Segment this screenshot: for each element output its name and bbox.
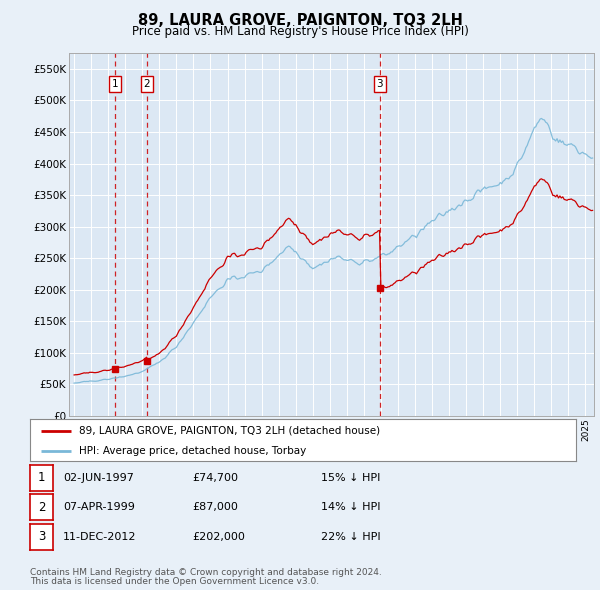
Text: 89, LAURA GROVE, PAIGNTON, TQ3 2LH: 89, LAURA GROVE, PAIGNTON, TQ3 2LH [137, 13, 463, 28]
Text: 2: 2 [143, 79, 150, 89]
Text: £202,000: £202,000 [192, 532, 245, 542]
Text: Contains HM Land Registry data © Crown copyright and database right 2024.: Contains HM Land Registry data © Crown c… [30, 568, 382, 577]
Text: 1: 1 [38, 471, 45, 484]
Text: 07-APR-1999: 07-APR-1999 [63, 503, 135, 512]
Text: 22% ↓ HPI: 22% ↓ HPI [321, 532, 380, 542]
Text: 3: 3 [38, 530, 45, 543]
Text: 1: 1 [112, 79, 119, 89]
Text: 15% ↓ HPI: 15% ↓ HPI [321, 473, 380, 483]
Text: 2: 2 [38, 501, 45, 514]
Text: 02-JUN-1997: 02-JUN-1997 [63, 473, 134, 483]
Text: 11-DEC-2012: 11-DEC-2012 [63, 532, 137, 542]
Text: £87,000: £87,000 [192, 503, 238, 512]
Text: £74,700: £74,700 [192, 473, 238, 483]
Text: HPI: Average price, detached house, Torbay: HPI: Average price, detached house, Torb… [79, 446, 307, 455]
Text: This data is licensed under the Open Government Licence v3.0.: This data is licensed under the Open Gov… [30, 577, 319, 586]
Text: 89, LAURA GROVE, PAIGNTON, TQ3 2LH (detached house): 89, LAURA GROVE, PAIGNTON, TQ3 2LH (deta… [79, 426, 380, 436]
Text: 14% ↓ HPI: 14% ↓ HPI [321, 503, 380, 512]
Text: 3: 3 [377, 79, 383, 89]
Text: Price paid vs. HM Land Registry's House Price Index (HPI): Price paid vs. HM Land Registry's House … [131, 25, 469, 38]
